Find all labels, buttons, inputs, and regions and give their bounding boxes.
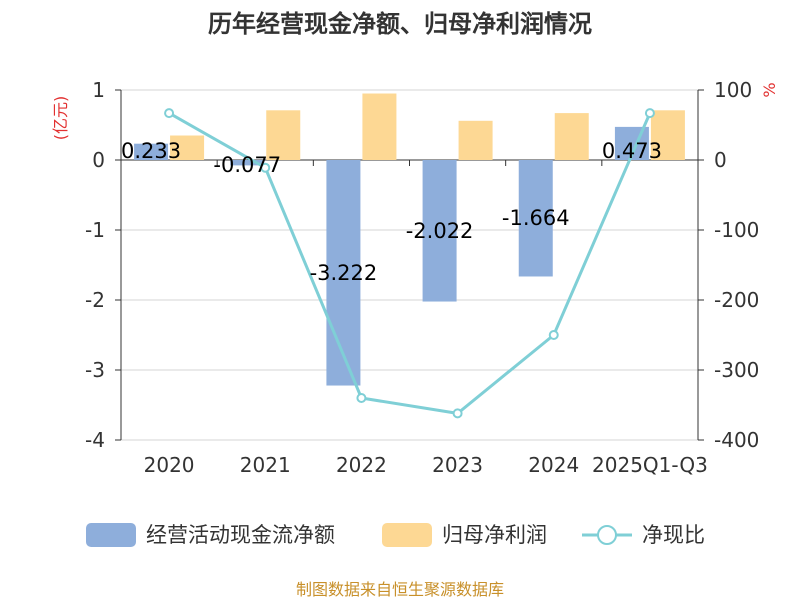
left-axis-tick-label: -3 [85,358,105,382]
bar-operating-cashflow [326,160,361,386]
legend-label-net-profit: 归母净利润 [442,523,547,547]
right-axis-tick-label: -100 [714,218,759,242]
x-axis-tick-label: 2021 [240,453,291,477]
bar-net-profit [650,110,685,160]
chart-title: 历年经营现金净额、归母净利润情况 [208,10,592,38]
legend-swatch-net-profit [382,523,432,547]
right-axis-unit: % [760,82,779,97]
bar-operating-cashflow [230,160,265,166]
source-footer: 制图数据来自恒生聚源数据库 [296,580,504,599]
legend-swatch-operating-cashflow [86,523,136,547]
line-point-cash-ratio [644,108,655,119]
bar-operating-cashflow [134,143,169,160]
line-point-cash-ratio [452,408,463,419]
x-axis-tick-label: 2024 [528,453,579,477]
data-label-operating-cashflow: -0.077 [213,153,281,177]
right-axis-tick-label: -300 [714,358,759,382]
left-axis-unit: (亿元) [51,96,70,141]
bar-net-profit [170,135,205,160]
line-point-cash-ratio [548,330,559,340]
line-point-cash-ratio [164,108,175,119]
legend-label-cash-ratio: 净现比 [642,523,705,547]
line-point-cash-ratio [356,393,367,403]
right-axis-tick-label: 0 [714,148,727,172]
x-axis-tick-label: 2025Q1-Q3 [592,453,708,477]
left-axis-tick-label: -2 [85,288,105,312]
bar-operating-cashflow [422,160,457,302]
bar-net-profit [362,93,397,160]
left-axis-tick-label: -4 [85,428,105,452]
left-axis-tick-label: -1 [85,218,105,242]
x-axis-tick-label: 2023 [432,453,483,477]
bar-net-profit [266,110,301,160]
legend-marker-cash-ratio [597,525,617,545]
data-label-operating-cashflow: -1.664 [502,206,570,230]
bar-operating-cashflow [518,160,553,277]
left-axis-tick-label: 1 [92,78,105,102]
x-axis-tick-label: 2020 [144,453,195,477]
right-axis-tick-label: 100 [714,78,752,102]
bar-net-profit [458,120,493,160]
legend-label-operating-cashflow: 经营活动现金流净额 [146,523,335,547]
line-cash-ratio [168,111,652,415]
x-axis-tick-label: 2022 [336,453,387,477]
right-axis-tick-label: -200 [714,288,759,312]
right-axis-tick-label: -400 [714,428,759,452]
data-label-operating-cashflow: -2.022 [406,219,474,243]
bar-net-profit [554,113,589,160]
data-label-operating-cashflow: 0.233 [121,139,181,163]
data-label-operating-cashflow: -3.222 [310,261,378,285]
left-axis-tick-label: 0 [92,148,105,172]
data-label-operating-cashflow: 0.473 [602,139,662,163]
line-point-cash-ratio [260,162,271,173]
